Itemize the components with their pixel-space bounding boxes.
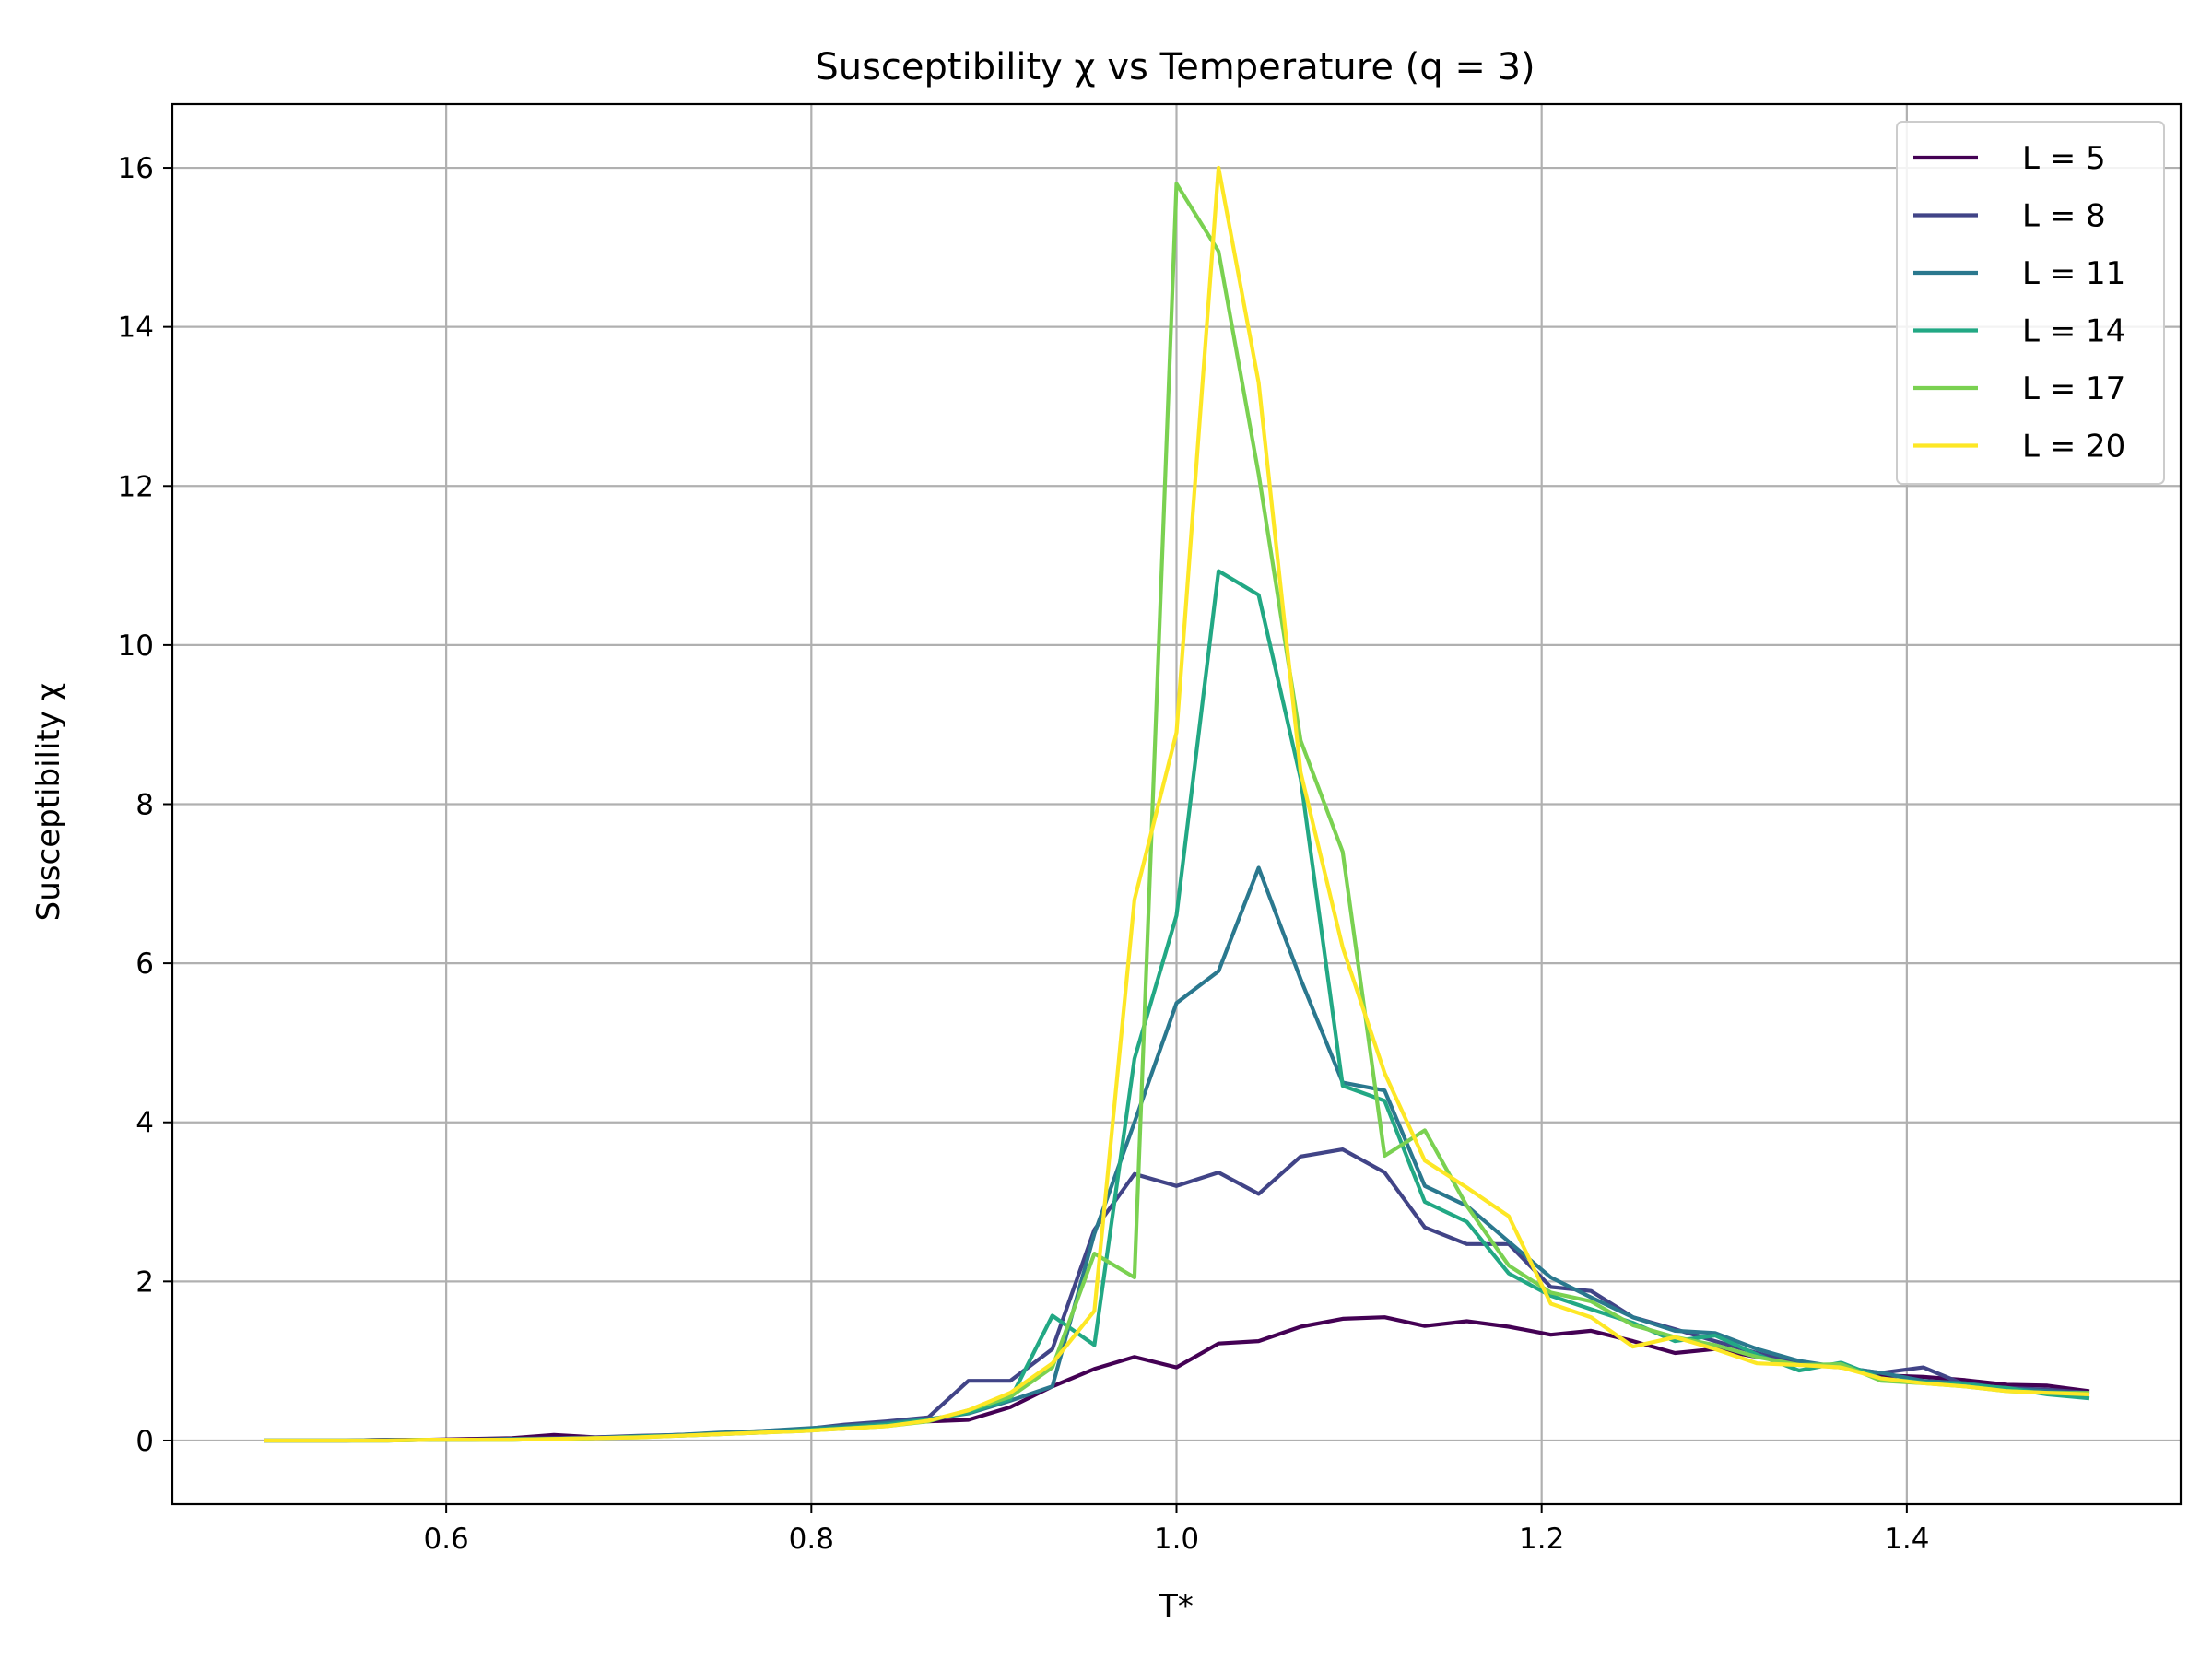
- x-tick-label: 0.8: [789, 1523, 834, 1556]
- axis-ticks: 0.6 0.8 1.0 1.2 1.4 0 2 4 6 8 10 12 14 16: [118, 152, 1930, 1556]
- legend-label: L = 11: [2022, 255, 2125, 292]
- legend-label: L = 17: [2022, 371, 2125, 407]
- y-tick-label: 12: [118, 470, 154, 503]
- chart-title: Susceptibility χ vs Temperature (q = 3): [815, 46, 1535, 88]
- y-tick-label: 0: [135, 1425, 154, 1458]
- x-tick-label: 1.0: [1154, 1523, 1199, 1556]
- y-tick-label: 4: [135, 1107, 154, 1140]
- y-axis-label: Susceptibility χ: [30, 683, 67, 922]
- x-tick-label: 1.2: [1519, 1523, 1564, 1556]
- legend-label: L = 20: [2022, 429, 2125, 465]
- legend: L = 5 L = 8 L = 11 L = 14 L = 17 L = 20: [1896, 121, 2165, 485]
- legend-box: [1896, 121, 2165, 485]
- y-tick-label: 6: [135, 947, 154, 981]
- x-tick-label: 0.6: [423, 1523, 468, 1556]
- legend-label: L = 14: [2022, 313, 2125, 350]
- plot-series: [264, 165, 2090, 1443]
- x-tick-label: 1.4: [1884, 1523, 1929, 1556]
- legend-label: L = 8: [2022, 198, 2106, 235]
- y-tick-label: 8: [135, 789, 154, 822]
- y-tick-label: 16: [118, 152, 154, 185]
- y-tick-label: 14: [118, 312, 154, 345]
- y-tick-label: 2: [135, 1265, 154, 1299]
- legend-label: L = 5: [2022, 140, 2106, 177]
- x-axis-label: T*: [1158, 1588, 1194, 1625]
- y-tick-label: 10: [118, 629, 154, 663]
- series-line: [264, 165, 2090, 1443]
